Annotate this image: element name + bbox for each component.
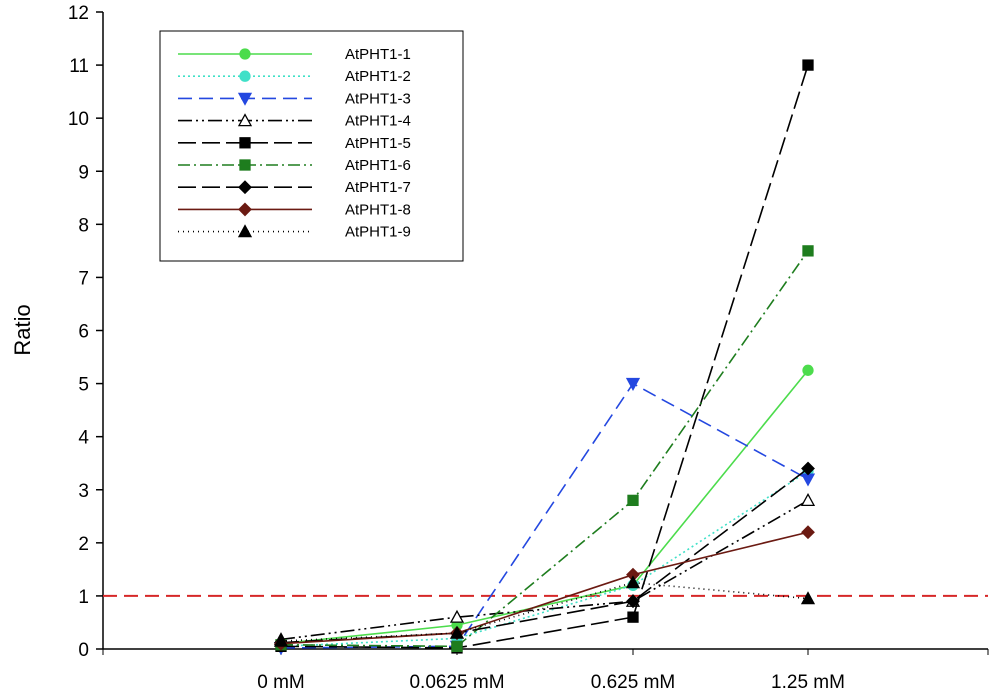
legend-item: AtPHT1-9 <box>178 224 411 241</box>
series-atpht1-9 <box>273 575 816 647</box>
data-point <box>451 640 463 652</box>
legend-marker <box>237 92 253 106</box>
legend-label: AtPHT1-1 <box>345 46 411 63</box>
series-line <box>280 531 809 645</box>
legend-marker <box>239 137 251 149</box>
y-tick-label: 8 <box>78 215 89 236</box>
data-point <box>802 245 814 257</box>
legend-marker <box>238 202 252 217</box>
legend-marker <box>238 180 252 195</box>
legend-label: AtPHT1-4 <box>345 113 411 130</box>
legend-label: AtPHT1-8 <box>345 201 411 218</box>
legend-item: AtPHT1-8 <box>178 201 411 218</box>
data-point <box>626 594 640 609</box>
data-point <box>800 473 816 487</box>
y-tick-label: 3 <box>78 481 89 502</box>
legend-marker <box>239 70 251 82</box>
data-point <box>802 59 814 71</box>
y-axis-title: Ratio <box>10 304 35 355</box>
series-line <box>280 470 809 648</box>
legend-item: AtPHT1-2 <box>178 68 411 85</box>
series-atpht1-4 <box>273 493 816 646</box>
y-tick-label: 5 <box>78 375 89 396</box>
data-point <box>802 364 814 376</box>
data-point <box>800 493 816 507</box>
data-point <box>449 609 465 623</box>
legend-label: AtPHT1-3 <box>345 90 411 107</box>
series-atpht1-6 <box>275 245 814 652</box>
y-tick-label: 12 <box>68 3 89 24</box>
legend-item: AtPHT1-7 <box>178 179 411 196</box>
data-point <box>627 494 639 507</box>
y-tick-label: 2 <box>78 534 89 555</box>
legend-label: AtPHT1-9 <box>345 224 411 241</box>
data-point <box>627 611 639 623</box>
series-line <box>280 467 809 644</box>
y-tick-label: 11 <box>69 56 89 77</box>
series-atpht1-8 <box>274 525 815 651</box>
series-line <box>280 64 809 649</box>
series-line <box>280 499 809 641</box>
legend-marker <box>239 159 251 171</box>
legend-marker <box>237 113 253 127</box>
x-tick-label: 0.0625 mM <box>409 672 504 693</box>
y-tick-label: 6 <box>78 322 89 343</box>
series-atpht1-1 <box>275 364 814 650</box>
x-tick-label: 0.625 mM <box>591 672 675 693</box>
series-line <box>280 250 809 648</box>
legend: AtPHT1-1 AtPHT1-2 AtPHT1-3 AtPHT1-4 AtPHT1-5… <box>159 30 464 262</box>
legend-item: AtPHT1-4 <box>178 113 411 130</box>
series-atpht1-3 <box>273 377 816 656</box>
legend-label: AtPHT1-7 <box>345 179 411 196</box>
y-tick-label: 9 <box>78 162 89 183</box>
y-tick-label: 0 <box>78 640 89 661</box>
legend-marker <box>237 224 253 238</box>
y-tick-label: 1 <box>78 587 89 608</box>
series-line <box>280 369 809 645</box>
legend-box <box>159 30 464 262</box>
data-point <box>625 575 641 589</box>
data-point <box>801 525 815 540</box>
y-tick-label: 4 <box>78 428 89 449</box>
series-layer <box>273 59 816 656</box>
data-point <box>449 625 465 639</box>
legend-marker <box>239 48 251 60</box>
series-atpht1-7 <box>274 461 815 650</box>
series-atpht1-2 <box>275 465 814 652</box>
data-point <box>801 461 815 476</box>
data-point <box>273 633 289 647</box>
y-tick-label: 7 <box>78 268 89 289</box>
y-tick-label: 10 <box>68 109 89 130</box>
legend-item: AtPHT1-3 <box>178 90 411 107</box>
data-point <box>625 377 641 391</box>
x-ticks: 0 mM 0.0625 mM 0.625 mM 1.25 mM <box>102 649 989 693</box>
series-line <box>280 382 809 649</box>
legend-item: AtPHT1-5 <box>178 135 411 152</box>
legend-label: AtPHT1-6 <box>345 157 411 174</box>
data-point <box>800 591 816 605</box>
x-tick-label: 0 mM <box>257 672 305 693</box>
legend-label: AtPHT1-2 <box>345 68 411 85</box>
legend-label: AtPHT1-5 <box>345 135 411 152</box>
legend-item: AtPHT1-1 <box>178 46 411 63</box>
legend-item: AtPHT1-6 <box>178 157 411 174</box>
x-tick-label: 1.25 mM <box>771 672 845 693</box>
